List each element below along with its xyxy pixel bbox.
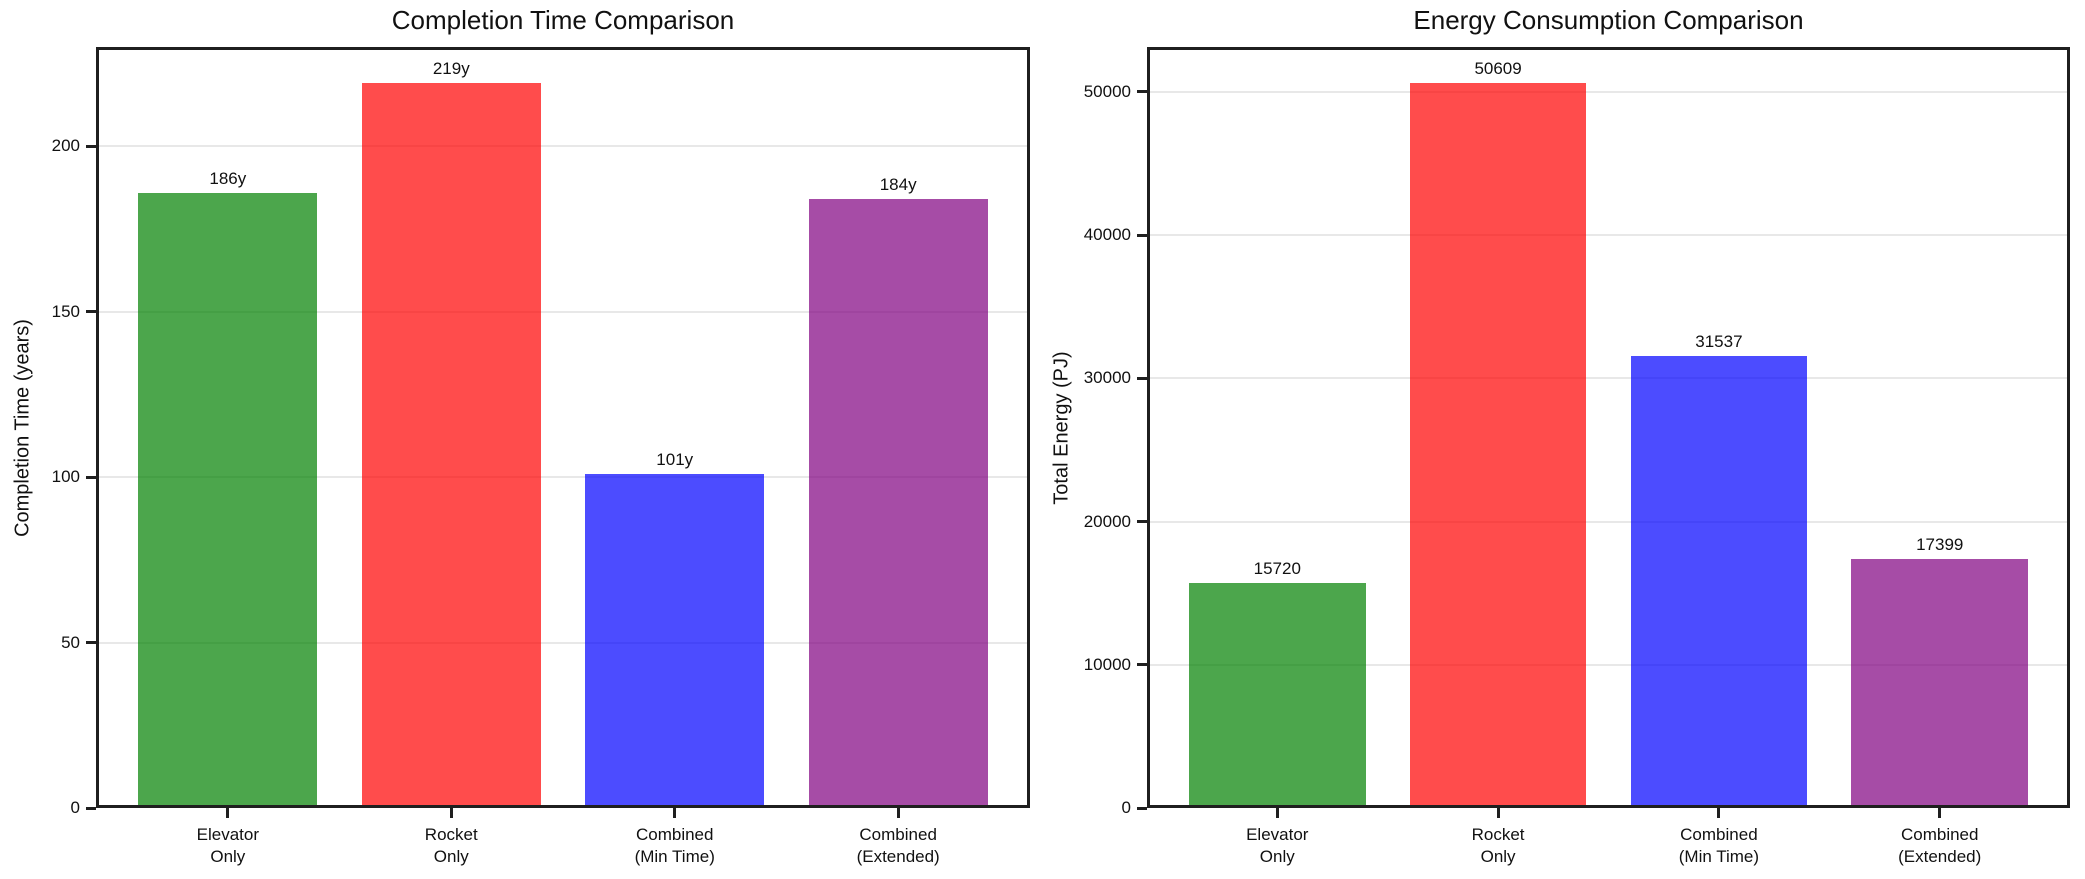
grid-line — [1147, 377, 2070, 380]
x-tick-mark — [449, 808, 453, 818]
bar-combined-min-time — [585, 473, 765, 808]
x-tick-label: Combined (Extended) — [1850, 824, 2030, 868]
plot-area: 15720 50609 31537 17399 — [1147, 47, 2070, 808]
x-tick-mark — [673, 808, 677, 818]
x-tick-label-line-1: Combined — [1680, 825, 1758, 844]
bar-combined-extended — [808, 199, 988, 808]
x-tick-label-line-2: (Extended) — [1898, 847, 1982, 866]
plot-area: 186y 219y 101y 184y — [96, 47, 1030, 808]
x-tick-label-line-2: Only — [1480, 847, 1516, 866]
x-tick-label-line-1: Combined — [1900, 825, 1979, 844]
y-tick-mark — [86, 475, 96, 479]
y-tick-mark — [1137, 90, 1147, 94]
grid-line — [96, 310, 1030, 313]
x-tick-label: Rocket Only — [361, 824, 541, 868]
x-tick-label-line-2: Only — [1259, 847, 1295, 866]
grid-line — [96, 145, 1030, 148]
bar-value-label: 219y — [432, 59, 470, 79]
bar-rocket-only — [1409, 83, 1587, 808]
x-tick-mark — [1275, 808, 1279, 818]
y-tick-mark — [1137, 806, 1147, 810]
x-tick-mark — [1496, 808, 1500, 818]
y-axis-label: Total Energy (PJ) — [1050, 350, 1072, 505]
bar-value-label: 184y — [879, 175, 917, 195]
y-tick-mark — [86, 641, 96, 645]
x-tick-label-line-2: Only — [210, 847, 246, 866]
y-tick-label: 30000 — [1083, 368, 1131, 388]
x-tick-label-line-1: Combined — [635, 825, 714, 844]
bar-rocket-only — [361, 83, 541, 808]
y-tick-label: 200 — [51, 136, 80, 156]
axes-title: Energy Consumption Comparison — [1413, 5, 1804, 35]
x-tick-label: Combined (Min Time) — [1629, 824, 1809, 868]
x-tick-mark — [896, 808, 900, 818]
y-tick-mark — [86, 310, 96, 314]
bar-value-label: 15720 — [1253, 558, 1301, 578]
bar-elevator-only — [138, 192, 318, 808]
x-tick-label: Combined (Extended) — [808, 824, 988, 868]
x-tick-label-line-1: Rocket — [424, 825, 478, 844]
x-tick-label-line-2: (Min Time) — [634, 847, 715, 866]
y-tick-mark — [86, 806, 96, 810]
grid-line — [1147, 663, 2070, 666]
x-tick-label: Elevator Only — [1187, 824, 1367, 868]
y-tick-label: 0 — [70, 798, 80, 817]
axes-title: Completion Time Comparison — [391, 5, 735, 35]
grid-line — [96, 641, 1030, 644]
x-tick-label-line-1: Elevator — [196, 825, 260, 844]
x-tick-label-line-2: (Extended) — [856, 847, 940, 866]
grid-line — [1147, 520, 2070, 523]
grid-line — [96, 476, 1030, 479]
y-tick-label: 150 — [51, 301, 80, 321]
bar-value-label: 31537 — [1695, 332, 1743, 352]
y-tick-label: 50 — [61, 632, 80, 652]
x-tick-label-line-2: (Min Time) — [1678, 847, 1760, 866]
y-tick-mark — [1137, 376, 1147, 380]
y-tick-mark — [1137, 663, 1147, 667]
y-tick-label: 0 — [1121, 798, 1131, 817]
x-tick-label: Rocket Only — [1408, 824, 1588, 868]
x-tick-label-line-1: Rocket — [1471, 825, 1525, 844]
y-tick-mark — [86, 144, 96, 148]
y-tick-label: 40000 — [1083, 225, 1131, 245]
bar-combined-min-time — [1630, 356, 1808, 808]
bar-combined-extended — [1851, 558, 2029, 808]
bar-value-label: 17399 — [1916, 534, 1964, 554]
x-tick-label: Combined (Min Time) — [585, 824, 765, 868]
x-tick-mark — [1938, 808, 1942, 818]
bar-elevator-only — [1188, 582, 1366, 808]
x-tick-mark — [226, 808, 230, 818]
y-tick-label: 50000 — [1083, 81, 1131, 101]
bar-value-label: 186y — [209, 168, 247, 188]
y-tick-label: 20000 — [1083, 511, 1131, 531]
grid-line — [1147, 234, 2070, 237]
x-tick-label: Elevator Only — [138, 824, 318, 868]
y-tick-label: 100 — [51, 467, 80, 487]
bar-value-label: 101y — [656, 449, 694, 469]
x-tick-label-line-2: Only — [433, 847, 469, 866]
grid-line — [1147, 90, 2070, 93]
y-tick-mark — [1137, 520, 1147, 524]
bar-value-label: 50609 — [1474, 59, 1522, 79]
x-tick-label-line-1: Elevator — [1246, 825, 1309, 844]
y-tick-label: 10000 — [1083, 654, 1131, 674]
y-tick-mark — [1137, 233, 1147, 237]
x-tick-label-line-1: Combined — [859, 825, 937, 844]
x-tick-mark — [1717, 808, 1721, 818]
